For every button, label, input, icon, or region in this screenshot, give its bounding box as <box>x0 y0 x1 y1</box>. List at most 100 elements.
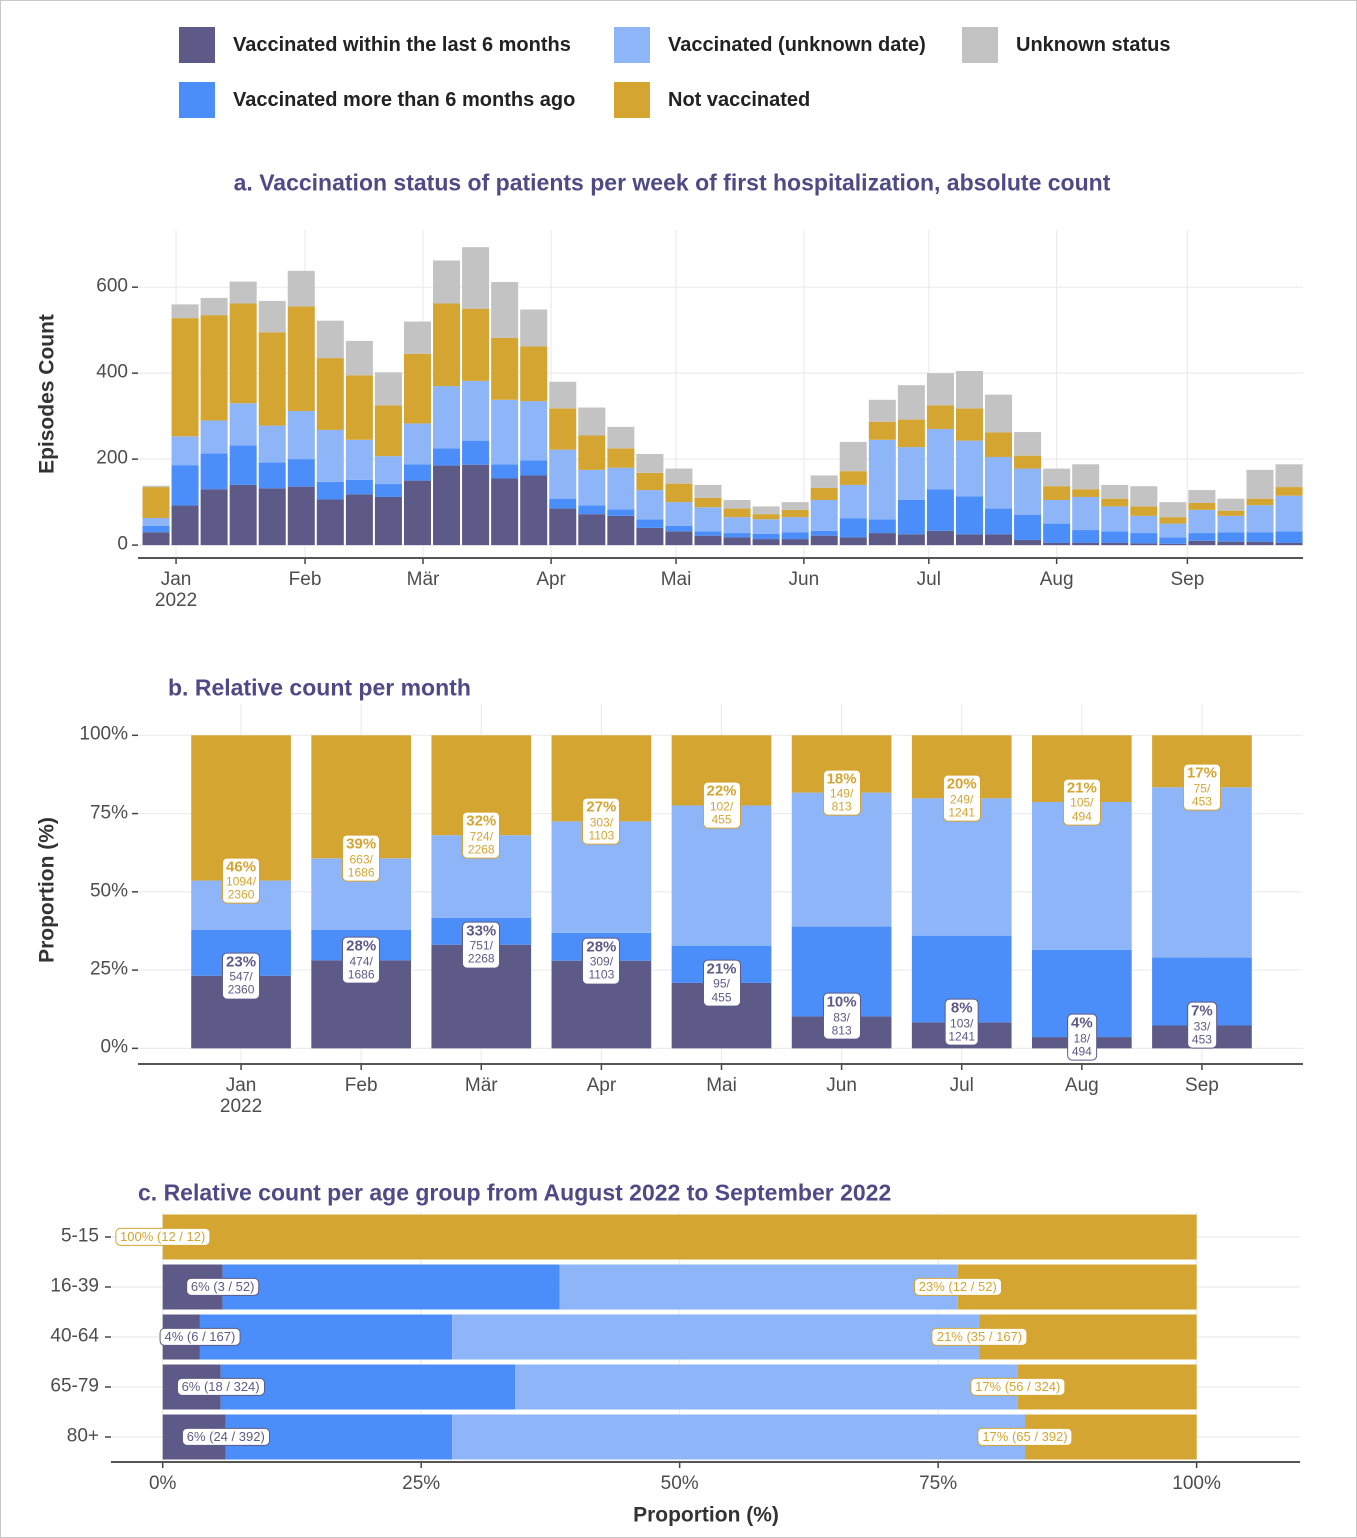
data-label: 6% (24 / 392) <box>181 1427 270 1447</box>
bar-segment <box>1130 543 1158 546</box>
bar-segment <box>345 439 373 480</box>
bar-segment <box>985 508 1013 535</box>
bar-segment <box>1014 539 1042 546</box>
count-label: 303/ 1103 <box>588 815 615 843</box>
bar-segment <box>723 517 751 534</box>
bar-segment <box>1101 484 1129 499</box>
count-label: 105/ 494 <box>1070 796 1094 824</box>
bar-segment <box>403 321 431 354</box>
y-tick-label: 40-64 <box>50 1325 99 1347</box>
bar-segment <box>520 401 548 461</box>
data-label: 21% 105/ 494 <box>1062 778 1101 826</box>
x-tick-label: Sep <box>1170 569 1205 590</box>
x-tick-label: Mär <box>464 1075 498 1096</box>
bar-segment <box>810 475 838 488</box>
bar-segment <box>578 505 606 515</box>
x-tick-label: Jul <box>916 569 941 590</box>
bar-segment <box>549 449 577 499</box>
bar-segment <box>810 487 838 500</box>
y-axis-title: Episodes Count <box>35 314 59 474</box>
count-label: 83/ 813 <box>831 1010 852 1038</box>
data-label: 39% 663/ 1686 <box>342 834 381 882</box>
bar-segment <box>316 320 344 359</box>
bar-segment <box>868 533 896 546</box>
bar-segment <box>515 1364 1018 1410</box>
bar-segment <box>1130 486 1158 507</box>
data-label: 7% 33/ 453 <box>1187 1002 1217 1049</box>
bar-segment <box>403 423 431 465</box>
bar-segment <box>1188 490 1216 503</box>
bar-segment <box>171 318 199 437</box>
panel-title: b. Relative count per month <box>168 674 471 701</box>
bar-segment <box>559 1264 958 1310</box>
value-label: 23% <box>226 953 257 971</box>
data-label: 17% (65 / 392) <box>977 1427 1073 1447</box>
bar-segment <box>229 484 257 546</box>
x-tick-label: 25% <box>402 1473 441 1494</box>
bar-segment <box>374 456 402 485</box>
bar-segment <box>316 499 344 546</box>
bar-segment <box>1014 468 1042 516</box>
bar-segment <box>200 453 228 490</box>
bar-segment <box>955 496 983 535</box>
data-label: 23% 547/ 2360 <box>222 952 261 1000</box>
count-label: 724/ 2268 <box>467 829 495 857</box>
bar-segment <box>665 468 693 484</box>
x-tick-label: 50% <box>660 1473 699 1494</box>
bar-segment <box>810 530 838 536</box>
data-label: 21% 95/ 455 <box>702 959 741 1007</box>
x-tick-label: Apr <box>536 569 566 590</box>
count-label: 474/ 1686 <box>347 954 375 982</box>
bar-segment <box>316 358 344 430</box>
x-tick-label: Mai <box>660 569 692 590</box>
bar-segment <box>1130 533 1158 544</box>
bar-segment <box>1130 515 1158 534</box>
bar-segment <box>1043 486 1071 500</box>
bar-segment <box>374 484 402 497</box>
x-tick-label: Mär <box>406 569 440 590</box>
bar-segment <box>752 506 780 515</box>
bar-segment <box>1188 540 1216 546</box>
bar-segment <box>520 309 548 347</box>
bar-segment <box>694 484 722 498</box>
bar-segment <box>520 475 548 546</box>
bar-segment <box>452 1414 1025 1460</box>
bar-segment <box>723 499 751 509</box>
bar-segment <box>955 371 983 409</box>
bar-segment <box>607 509 635 516</box>
bar-segment <box>985 456 1013 509</box>
bar-segment <box>926 405 954 430</box>
bar-segment <box>462 308 490 381</box>
bar-segment <box>1072 530 1100 543</box>
value-label: 4% <box>1070 1014 1093 1032</box>
count-label: 103/ 1241 <box>948 1016 976 1044</box>
bar-segment <box>462 440 490 465</box>
bar-segment <box>142 518 170 526</box>
bar-segment <box>1275 531 1303 543</box>
bar-segment <box>171 505 199 546</box>
bar-segment <box>1246 532 1274 542</box>
bar-segment <box>1159 537 1187 544</box>
bar-segment <box>433 260 461 304</box>
y-tick-label: 50% <box>89 880 128 902</box>
y-tick-label: 16-39 <box>50 1275 99 1297</box>
bar-segment <box>578 514 606 546</box>
bar-segment <box>723 533 751 538</box>
count-label: 75/ 453 <box>1191 781 1212 809</box>
bar-segment <box>142 525 170 533</box>
bar-segment <box>491 464 519 479</box>
y-tick-label: 200 <box>96 447 128 469</box>
bar-segment <box>868 421 896 440</box>
data-label: 4% 18/ 494 <box>1066 1013 1097 1061</box>
bar-segment <box>229 445 257 485</box>
bar-segment <box>433 303 461 387</box>
bar-segment <box>694 507 722 532</box>
bar-segment <box>694 497 722 508</box>
x-tick-label: Jul <box>949 1075 974 1096</box>
count-label: 547/ 2360 <box>227 969 255 997</box>
bar-segment <box>1188 533 1216 541</box>
bar-segment <box>1275 495 1303 532</box>
x-tick-label: Jun <box>826 1075 857 1096</box>
